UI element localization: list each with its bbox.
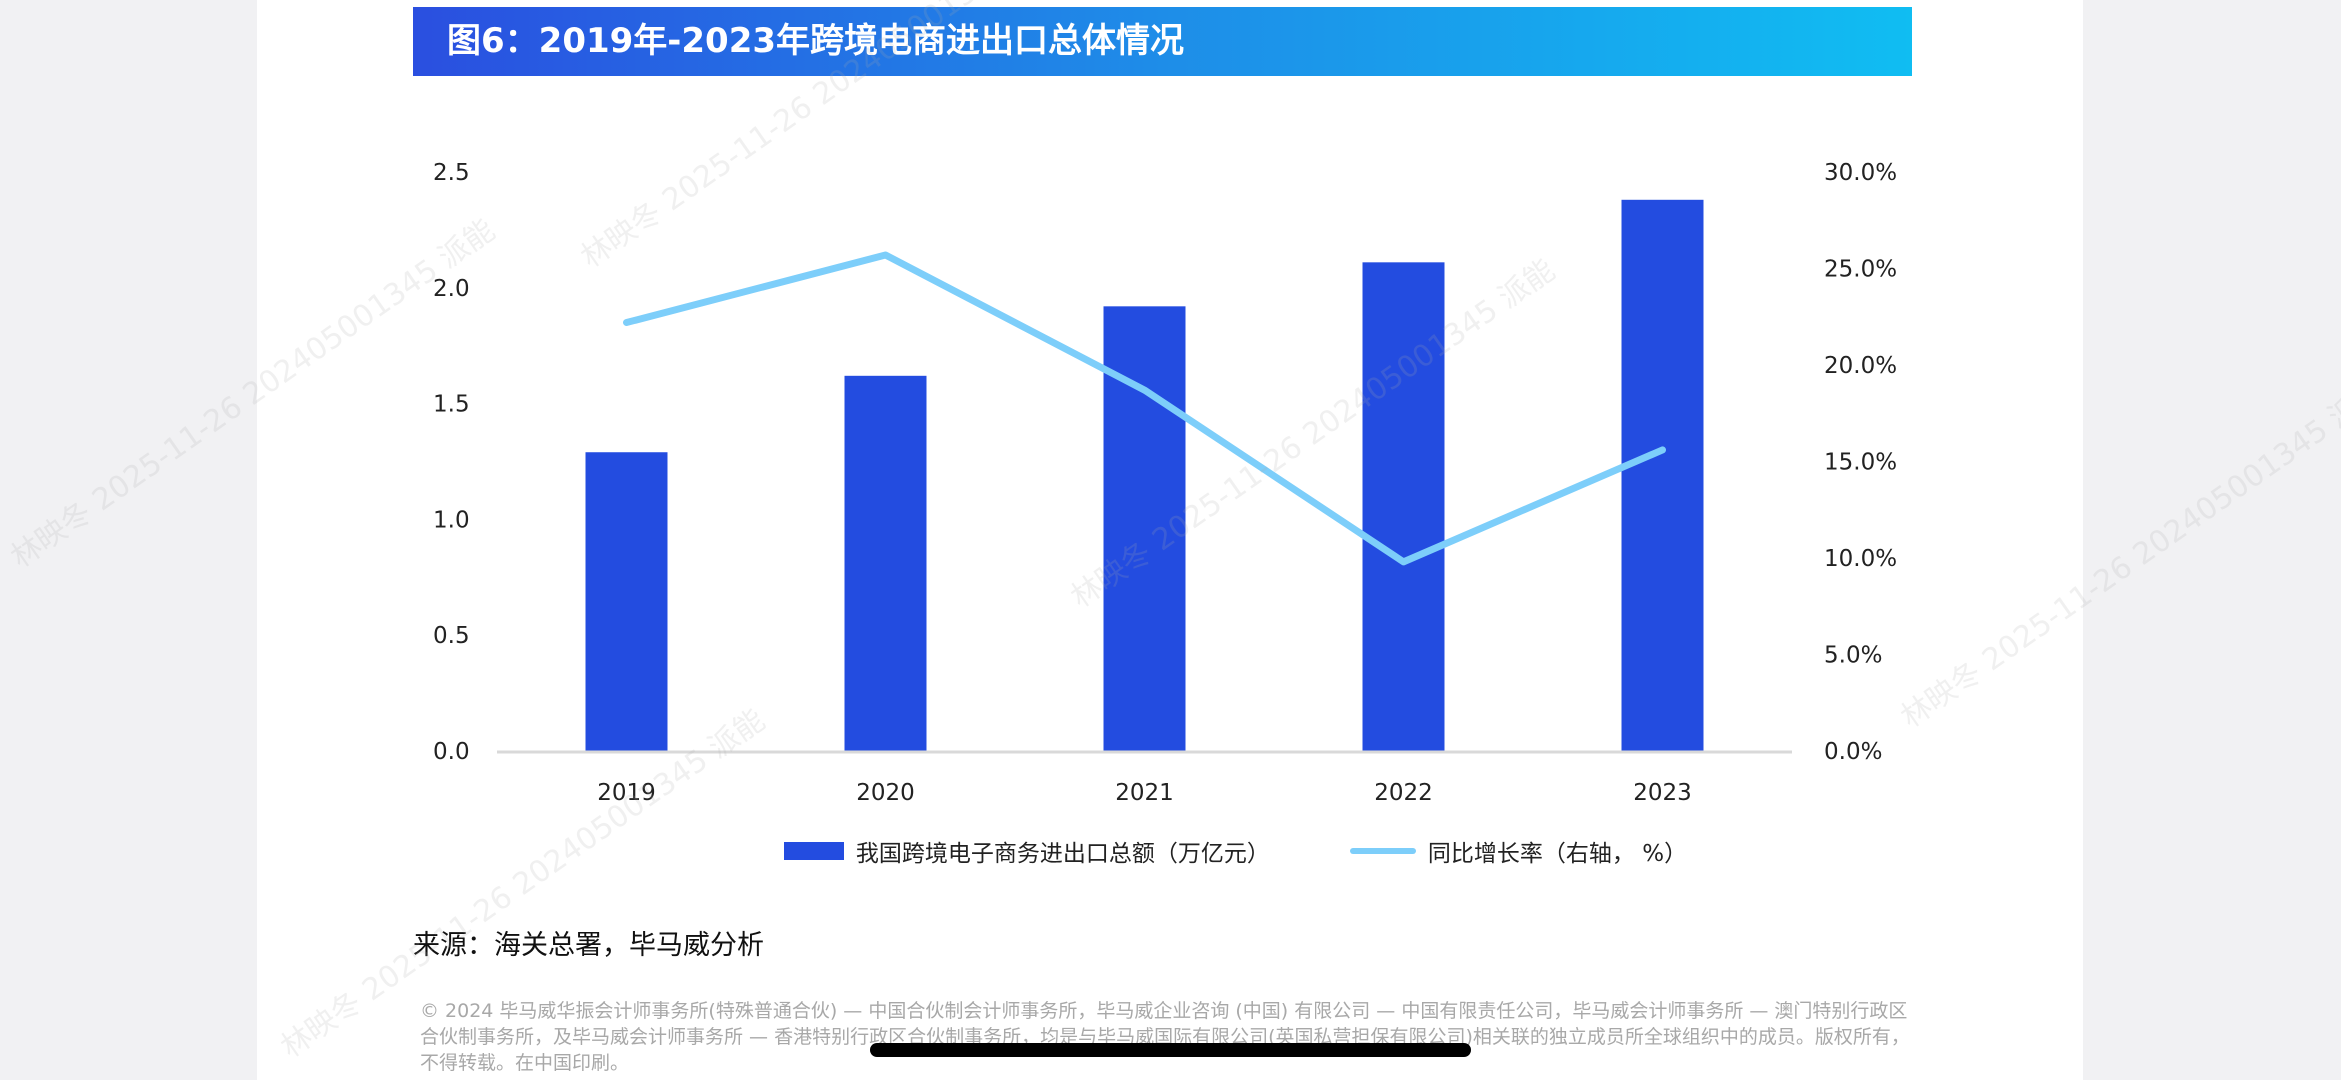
- x-axis-tick-label: 2020: [856, 780, 915, 806]
- x-axis-tick-label: 2021: [1115, 780, 1174, 806]
- left-axis-tick-label: 0.5: [433, 623, 470, 649]
- growth-rate-line: [623, 251, 1666, 566]
- left-axis-tick-label: 2.5: [433, 160, 470, 186]
- right-axis-tick-label: 5.0%: [1824, 643, 1882, 669]
- right-axis-tick-label: 0.0%: [1824, 739, 1882, 765]
- chart-legend: 我国跨境电子商务进出口总额（万亿元） 同比增长率（右轴， %）: [0, 834, 2341, 868]
- x-axis-tick-label: 2019: [597, 780, 656, 806]
- x-axis-tick-label: 2022: [1374, 780, 1433, 806]
- figure-title: 图6：2019年-2023年跨境电商进出口总体情况: [447, 21, 1185, 61]
- bar: [1362, 262, 1445, 751]
- bar: [1621, 199, 1704, 752]
- legend-swatch-line: [1349, 848, 1416, 854]
- bar: [844, 375, 927, 751]
- right-axis-tick-label: 30.0%: [1824, 160, 1897, 186]
- figure-title-bar: 图6：2019年-2023年跨境电商进出口总体情况: [413, 7, 1912, 76]
- source-note: 来源：海关总署，毕马威分析: [413, 930, 764, 961]
- legend-item-line: 同比增长率（右轴， %）: [1349, 834, 1688, 868]
- left-axis-tick-label: 2.0: [433, 276, 470, 302]
- x-axis-tick-label: 2023: [1633, 780, 1692, 806]
- left-axis-tick-label: 1.5: [433, 392, 470, 418]
- right-axis-tick-label: 15.0%: [1824, 450, 1897, 476]
- legend-swatch-bar: [783, 842, 844, 860]
- bar: [1103, 306, 1186, 751]
- home-indicator[interactable]: [870, 1043, 1471, 1057]
- legend-item-bar: 我国跨境电子商务进出口总额（万亿元）: [783, 834, 1270, 868]
- right-axis-tick-label: 20.0%: [1824, 353, 1897, 379]
- bar: [585, 452, 668, 751]
- left-axis-tick-label: 1.0: [433, 507, 470, 533]
- legend-label: 我国跨境电子商务进出口总额（万亿元）: [855, 841, 1270, 867]
- copyright-footer: © 2024 毕马威华振会计师事务所(特殊普通合伙) — 中国合伙制会计师事务所…: [420, 1000, 1910, 1074]
- legend-label: 同比增长率（右轴， %）: [1427, 841, 1688, 867]
- right-axis-tick-label: 25.0%: [1824, 257, 1897, 283]
- right-axis-tick-label: 10.0%: [1824, 546, 1897, 572]
- left-axis-tick-label: 0.0: [433, 739, 470, 765]
